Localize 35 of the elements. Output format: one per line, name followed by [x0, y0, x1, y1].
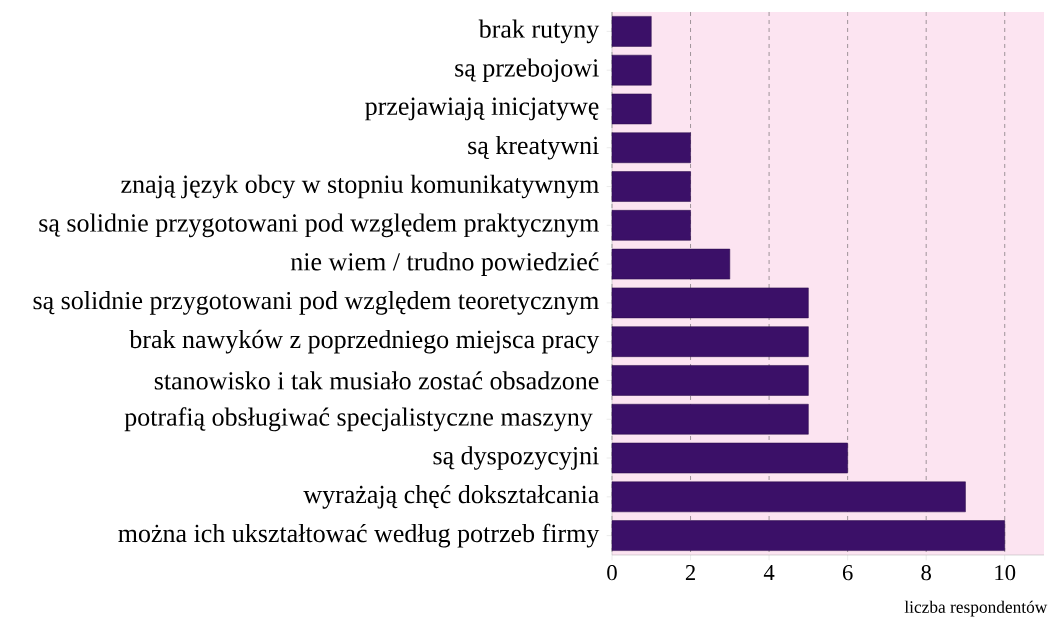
bar — [611, 248, 731, 280]
bar — [611, 287, 809, 319]
bar — [611, 210, 691, 241]
x-axis-title: liczba respondentów — [904, 600, 1048, 617]
x-tick-label: 4 — [763, 565, 775, 580]
bar — [611, 365, 809, 396]
bar — [611, 16, 652, 47]
x-tick-label: 6 — [842, 565, 853, 581]
y-tick-label: wyrażają chęć dokształcania — [303, 484, 599, 509]
bar — [611, 442, 848, 474]
y-tick-label: brak nawyków z poprzedniego miejsca pracy — [129, 329, 600, 354]
y-tick-label: nie wiem / trudno powiedzieć — [290, 252, 599, 276]
x-tick-label: 10 — [995, 565, 1016, 581]
y-tick-label: są solidnie przygotowani pod względem teoretycznym — [33, 291, 599, 315]
bar — [611, 132, 691, 164]
y-tick-label: można ich ukształtować według potrzeb firmy — [118, 523, 600, 548]
y-tick-label: są kreatywni — [468, 135, 599, 160]
bar — [611, 403, 809, 435]
y-tick-label: potrafią obsługiwać specjalistyczne maszyny — [124, 407, 593, 432]
x-tick-label: 0 — [607, 565, 617, 581]
y-tick-label: brak rutyny — [478, 19, 600, 44]
bar — [611, 326, 809, 357]
y-tick-label: znają język obcy w stopniu komunikatywnym — [121, 174, 599, 199]
y-tick-label: przejawiają inicjatywę — [365, 97, 599, 121]
bar — [611, 481, 966, 513]
y-tick-label: stanowisko i tak musiało zostać obsadzone — [154, 371, 599, 390]
y-tick-label: są przebojowi — [455, 58, 599, 82]
bar — [611, 520, 1005, 551]
bar — [611, 171, 691, 202]
x-tick-label: 2 — [685, 565, 695, 581]
bar — [611, 93, 652, 125]
bar — [611, 54, 652, 86]
y-tick-label: są solidnie przygotowani pod względem praktycznym — [39, 213, 599, 238]
x-tick-label: 8 — [921, 565, 931, 581]
y-tick-label: są dyspozycyjni — [433, 446, 599, 470]
